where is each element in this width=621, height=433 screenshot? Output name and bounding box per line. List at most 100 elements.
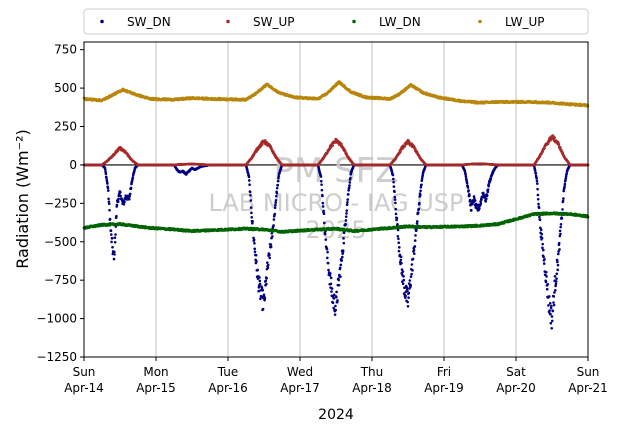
data-point (549, 321, 553, 325)
data-point (110, 236, 114, 240)
data-point (272, 218, 276, 221)
data-point (348, 184, 351, 187)
data-point (269, 245, 273, 249)
data-point (545, 275, 548, 278)
data-point (416, 211, 420, 215)
data-point (554, 282, 558, 286)
data-point (251, 220, 254, 223)
data-point (485, 193, 489, 197)
data-point (475, 204, 478, 207)
data-point (392, 185, 396, 188)
data-point (394, 207, 398, 211)
data-point (117, 197, 120, 201)
data-point (550, 304, 553, 308)
data-point (488, 180, 492, 183)
data-point (253, 250, 257, 254)
data-point (391, 173, 395, 177)
data-point (397, 241, 401, 244)
data-point (131, 176, 135, 179)
data-point (337, 283, 341, 287)
data-point (122, 203, 126, 206)
data-point (266, 266, 270, 270)
data-point (555, 258, 559, 262)
data-point (536, 182, 539, 185)
data-point (257, 286, 261, 289)
data-point (325, 247, 329, 251)
data-point (562, 197, 565, 200)
data-point (413, 245, 417, 248)
data-point (464, 175, 468, 178)
data-point (559, 232, 562, 236)
data-point (128, 195, 131, 198)
data-point (542, 248, 545, 252)
data-point (538, 215, 541, 219)
data-point (331, 144, 335, 147)
data-point (548, 295, 551, 298)
data-point (537, 202, 540, 206)
data-point (416, 220, 419, 223)
data-point (320, 183, 323, 186)
data-point (338, 266, 342, 270)
data-point (536, 193, 540, 197)
data-point (486, 188, 490, 191)
data-point (247, 175, 251, 179)
data-point (123, 200, 126, 204)
data-point (542, 262, 546, 265)
data-point (276, 179, 280, 183)
data-point (107, 200, 111, 203)
data-point (106, 186, 110, 190)
data-point (129, 186, 133, 190)
data-point (106, 182, 109, 185)
data-point (346, 201, 349, 204)
data-point (557, 241, 561, 245)
data-point (563, 182, 567, 186)
data-point (542, 255, 545, 259)
data-point (412, 248, 416, 252)
data-point (347, 186, 351, 189)
data-point (114, 233, 117, 236)
data-point (108, 208, 111, 212)
data-point (393, 190, 396, 194)
data-point (406, 289, 409, 293)
data-point (259, 297, 262, 301)
data-point (128, 192, 132, 196)
data-point (277, 176, 280, 180)
data-point (393, 198, 397, 201)
data-point (322, 209, 326, 213)
data-point (110, 233, 113, 236)
data-point (479, 202, 483, 205)
data-point (392, 180, 395, 184)
data-point (536, 197, 540, 201)
data-point (540, 236, 544, 240)
data-point (407, 296, 410, 299)
data-point (261, 288, 265, 292)
data-point (489, 177, 493, 180)
data-point (561, 199, 565, 203)
data-point (398, 253, 402, 257)
data-point (392, 177, 395, 181)
watermark-line-1: PM SFZ (273, 151, 398, 191)
data-point (414, 234, 417, 237)
data-point (553, 291, 556, 294)
data-point (468, 194, 471, 197)
data-point (345, 203, 349, 206)
data-point (109, 229, 113, 232)
data-point (271, 235, 274, 238)
data-point (544, 280, 548, 284)
data-point (413, 252, 416, 256)
data-point (323, 232, 327, 236)
data-point (249, 199, 253, 202)
data-point (329, 276, 333, 280)
data-point (319, 175, 323, 178)
data-point (257, 289, 260, 293)
data-point (115, 203, 119, 207)
data-point (554, 289, 557, 292)
data-point (398, 246, 401, 249)
data-point (406, 300, 410, 304)
data-point (345, 209, 349, 212)
data-point (327, 268, 330, 272)
data-point (248, 179, 251, 182)
data-point (334, 304, 337, 308)
data-point (410, 263, 414, 266)
data-point (321, 205, 325, 208)
